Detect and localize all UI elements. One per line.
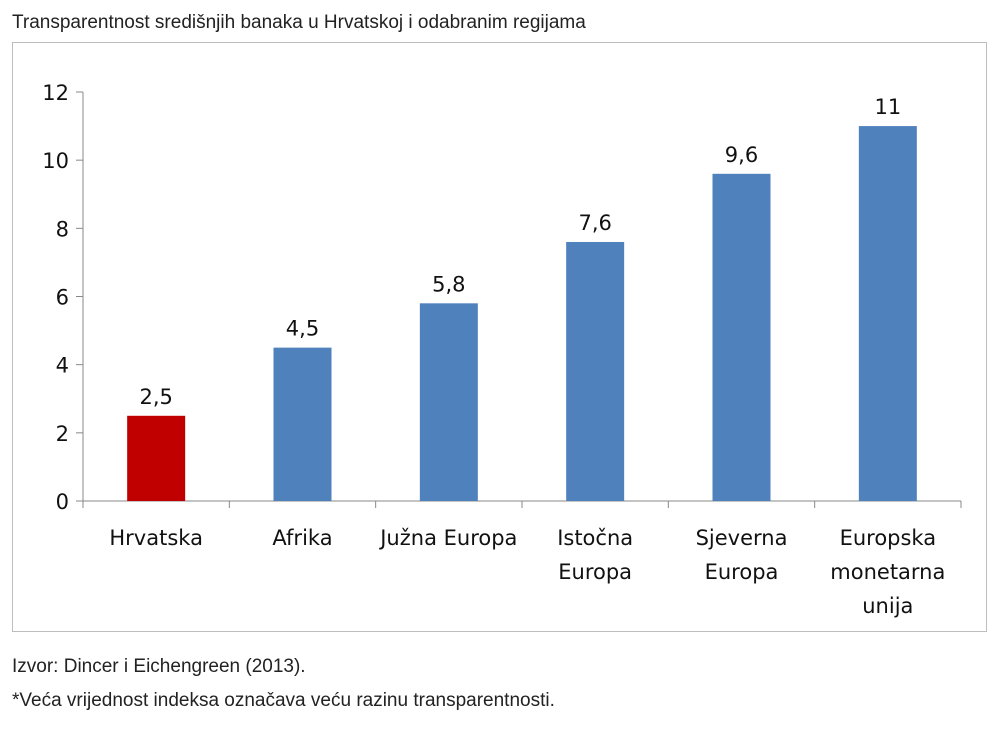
bar (712, 173, 771, 502)
data-label: 4,5 (286, 317, 319, 341)
bar (566, 241, 625, 501)
category-label: Južna Europa (378, 526, 517, 550)
category-label: Europa (705, 560, 779, 584)
bar (858, 126, 917, 501)
category-label: Europska (840, 526, 937, 550)
bar (273, 347, 332, 501)
labels: 2,5 Hrvatska 4,5 Afrika 5,8 Južna Europa 7,6 Is… (109, 95, 945, 618)
axes: 0 2 4 6 8 10 12 (42, 81, 962, 514)
data-label: 5,8 (432, 272, 465, 296)
chart-title: Transparentnost središnjih banaka u Hrva… (12, 12, 586, 33)
data-label: 7,6 (578, 211, 611, 235)
y-tick-label: 6 (56, 286, 69, 310)
data-label: 11 (874, 95, 901, 119)
data-label: 9,6 (725, 143, 758, 167)
y-tick-label: 2 (56, 422, 69, 446)
category-label: Sjeverna (696, 526, 788, 550)
y-tick-label: 10 (42, 149, 69, 173)
y-tick-label: 4 (56, 354, 69, 378)
data-label: 2,5 (139, 385, 172, 409)
bar-chart: 0 2 4 6 8 10 12 2,5 Hrvatska 4,5 Afrika 5,8 Južna E… (42, 81, 962, 618)
category-label: Istočna (557, 526, 633, 550)
bar (419, 303, 478, 501)
category-label: Hrvatska (109, 526, 203, 550)
bar (127, 415, 186, 501)
note-footnote: *Veća vrijednost indeksa označava veću r… (12, 690, 555, 711)
bars (127, 126, 917, 502)
source-footnote: Izvor: Dincer i Eichengreen (2013). (12, 656, 306, 677)
y-tick-label: 0 (56, 490, 69, 514)
y-tick-label: 8 (56, 217, 69, 241)
category-label: Afrika (272, 526, 332, 550)
category-label: unija (862, 594, 913, 618)
category-label: Europa (558, 560, 632, 584)
y-tick-label: 12 (42, 81, 69, 105)
category-label: monetarna (830, 560, 945, 584)
chart-frame: 0 2 4 6 8 10 12 2,5 Hrvatska 4,5 Afrika 5,8 Južna E… (12, 42, 987, 632)
